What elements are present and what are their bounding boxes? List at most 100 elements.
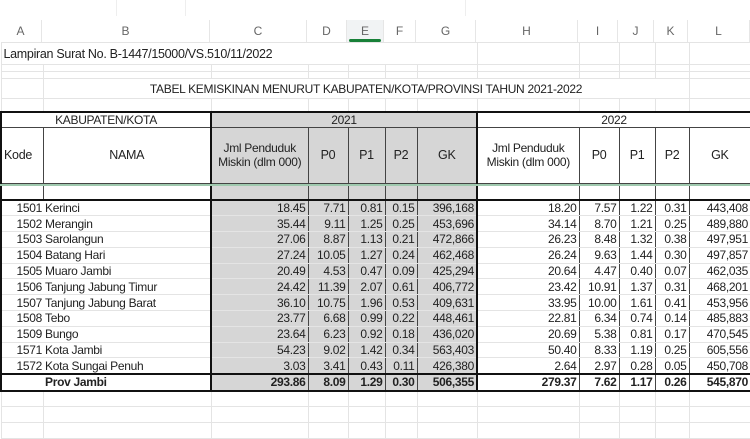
cell[interactable] [416,390,478,408]
total-2022-cell[interactable]: 545,870 [688,372,750,392]
total-2022-cell[interactable]: 7.62 [578,372,620,392]
value-2022-cell[interactable]: 462,035 [688,262,750,280]
value-2022-cell[interactable]: 497,951 [688,231,750,248]
value-2021-cell[interactable]: 0.53 [384,294,418,312]
column-header-j[interactable]: J [618,20,654,42]
cell[interactable] [654,42,690,65]
kode-cell[interactable]: 1572 [0,357,43,375]
total-2021-cell[interactable]: 0.30 [384,372,418,392]
value-2021-cell[interactable]: 18.45 [210,199,309,217]
cell[interactable] [416,98,478,112]
value-2022-cell[interactable]: 1.37 [618,278,656,296]
cell[interactable] [307,64,349,72]
cell[interactable] [347,422,386,439]
cell[interactable] [210,182,309,201]
frozen-rows-divider[interactable] [0,184,750,186]
value-2021-cell[interactable]: 9.02 [307,341,349,359]
value-2022-cell[interactable]: 0.74 [618,310,656,327]
value-2022-cell[interactable]: 485,883 [688,310,750,327]
column-header-l[interactable]: L [688,20,750,42]
nama-cell[interactable]: Merangin [43,215,212,233]
value-2022-cell[interactable]: 2.97 [578,357,620,375]
value-2022-cell[interactable]: 0.30 [654,246,690,264]
value-2022-cell[interactable]: 468,201 [688,278,750,296]
cell[interactable] [476,422,580,439]
value-2021-cell[interactable]: 425,294 [416,262,478,280]
cell[interactable] [688,64,750,72]
value-2022-cell[interactable]: 605,556 [688,341,750,359]
value-2022-cell[interactable]: 0.17 [654,325,690,343]
header-p2[interactable]: P2 [654,126,690,184]
value-2021-cell[interactable]: 0.92 [347,325,386,343]
cell[interactable] [688,406,750,424]
nama-cell[interactable]: Kota Jambi [43,341,212,359]
nama-cell[interactable]: Kerinci [43,199,212,217]
cell[interactable] [307,182,349,201]
cell[interactable] [210,390,309,408]
value-2022-cell[interactable]: 8.70 [578,215,620,233]
cell[interactable] [688,42,750,65]
total-2021-cell[interactable]: 506,355 [416,372,478,392]
value-2022-cell[interactable]: 10.91 [578,278,620,296]
cell[interactable] [618,71,656,79]
header-p1[interactable]: P1 [618,126,656,184]
cell[interactable] [654,98,690,112]
value-2022-cell[interactable]: 0.31 [654,199,690,217]
nama-cell[interactable]: Tebo [43,310,212,327]
value-2022-cell[interactable]: 50.40 [476,341,580,359]
value-2021-cell[interactable]: 409,631 [416,294,478,312]
cell[interactable] [307,98,349,112]
letter-reference[interactable]: Lampiran Surat No. B-1447/15000/VS.510/1… [0,42,478,65]
cell[interactable] [210,422,309,439]
cell[interactable] [688,78,750,99]
cell[interactable] [42,406,212,424]
kode-cell[interactable]: 1503 [0,231,43,248]
nama-cell[interactable]: Batang Hari [43,246,212,264]
total-2022-cell[interactable]: 0.26 [654,372,690,392]
kode-cell[interactable]: 1508 [0,310,43,327]
value-2021-cell[interactable]: 3.03 [210,357,309,375]
header-nama[interactable]: NAMA [42,126,212,184]
cell[interactable] [210,71,309,79]
cell[interactable] [618,98,656,112]
value-2022-cell[interactable]: 20.69 [476,325,580,343]
kode-cell[interactable]: 1501 [0,199,43,217]
header-gk[interactable]: GK [416,126,478,184]
cell[interactable] [416,422,478,439]
cell[interactable] [416,406,478,424]
value-2022-cell[interactable]: 443,408 [688,199,750,217]
cell[interactable] [210,98,309,112]
value-2021-cell[interactable]: 8.87 [307,231,349,248]
value-2021-cell[interactable]: 1.96 [347,294,386,312]
cell[interactable] [618,390,656,408]
cell[interactable] [476,71,580,79]
cell[interactable] [618,64,656,72]
kode-cell[interactable]: 1509 [0,325,43,343]
cell[interactable] [384,422,418,439]
value-2021-cell[interactable]: 36.10 [210,294,309,312]
cell[interactable] [654,390,690,408]
cell[interactable] [618,422,656,439]
total-2022-cell[interactable]: 279.37 [476,372,580,392]
value-2022-cell[interactable]: 26.23 [476,231,580,248]
header-jml[interactable]: Jml Penduduk Miskin (dlm 000) [210,126,309,184]
value-2021-cell[interactable]: 448,461 [416,310,478,327]
value-2022-cell[interactable]: 0.28 [618,357,656,375]
value-2021-cell[interactable]: 453,696 [416,215,478,233]
cell[interactable] [42,390,212,408]
kode-cell[interactable]: 1502 [0,215,43,233]
cell[interactable] [384,390,418,408]
value-2022-cell[interactable]: 10.00 [578,294,620,312]
value-2021-cell[interactable]: 6.23 [307,325,349,343]
kode-cell[interactable]: 1507 [0,294,43,312]
header-year-2021[interactable]: 2021 [210,110,479,128]
column-header-h[interactable]: H [476,20,578,42]
value-2022-cell[interactable]: 0.07 [654,262,690,280]
cell[interactable] [0,406,44,424]
value-2022-cell[interactable]: 1.22 [618,199,656,217]
header-p0[interactable]: P0 [578,126,620,184]
value-2021-cell[interactable]: 27.24 [210,246,309,264]
value-2022-cell[interactable]: 1.44 [618,246,656,264]
column-header-i[interactable]: I [578,20,618,42]
cell[interactable] [688,98,750,112]
